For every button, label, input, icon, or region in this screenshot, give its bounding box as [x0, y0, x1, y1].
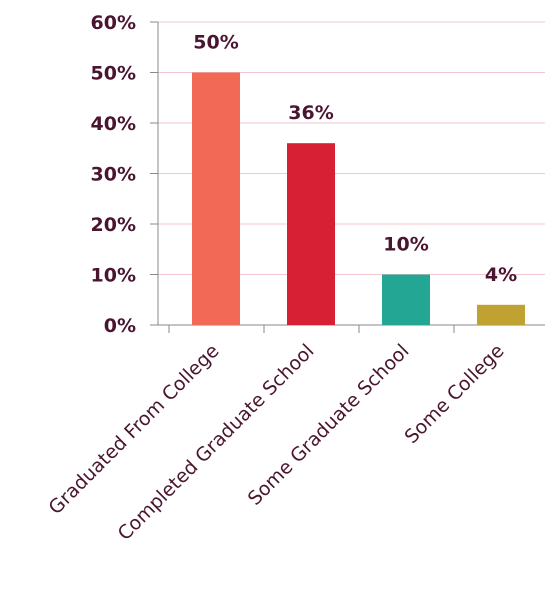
y-tick-label: 0%	[104, 315, 136, 337]
bars	[192, 72, 525, 325]
data-labels: 50% 36% 10% 4%	[193, 32, 517, 286]
y-tick-label: 20%	[91, 214, 136, 236]
y-tick-labels: 0% 10% 20% 30% 40% 50% 60%	[91, 12, 136, 337]
bar	[477, 304, 525, 325]
y-tick-label: 10%	[91, 265, 136, 287]
y-tick-label: 50%	[91, 63, 136, 85]
data-label: 36%	[288, 102, 333, 124]
x-category-label: Some College	[400, 340, 508, 448]
y-tick-label: 30%	[91, 164, 136, 186]
y-tick-label: 60%	[91, 12, 136, 34]
data-label: 10%	[383, 234, 428, 256]
bar	[287, 143, 335, 325]
x-category-label: Graduated From College	[45, 340, 224, 519]
data-label: 50%	[193, 32, 238, 54]
x-category-label: Some Graduate School	[244, 340, 414, 510]
bar	[192, 72, 240, 325]
y-tick-label: 40%	[91, 113, 136, 135]
data-label: 4%	[485, 264, 517, 286]
x-category-label: Completed Graduate School	[114, 340, 319, 545]
bar	[382, 274, 430, 325]
